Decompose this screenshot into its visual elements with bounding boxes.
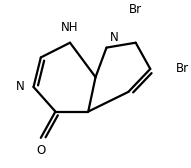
Text: NH: NH — [61, 22, 79, 34]
Text: N: N — [16, 80, 24, 93]
Text: O: O — [36, 144, 45, 157]
Text: Br: Br — [176, 62, 189, 75]
Text: Br: Br — [129, 4, 142, 16]
Text: N: N — [110, 31, 119, 44]
